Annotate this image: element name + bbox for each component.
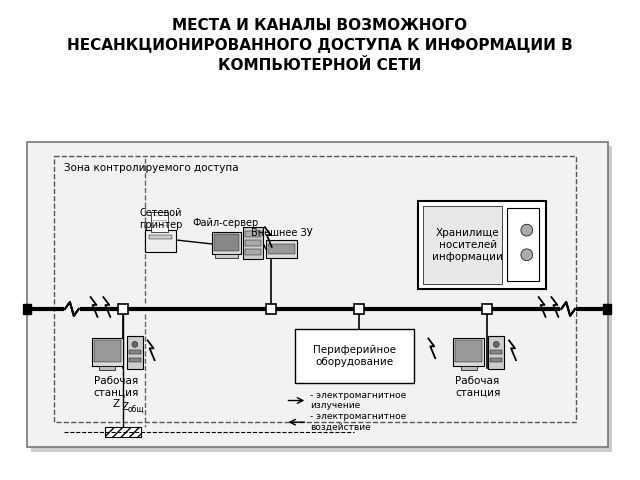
Bar <box>419 201 547 289</box>
Bar <box>245 231 261 237</box>
Bar <box>490 350 502 354</box>
Bar <box>129 358 141 362</box>
Bar <box>214 254 238 258</box>
Bar <box>266 304 276 314</box>
Bar <box>129 350 141 354</box>
Bar <box>106 427 141 437</box>
Bar <box>507 208 539 281</box>
Bar <box>150 213 168 232</box>
Text: Z: Z <box>121 402 128 412</box>
Circle shape <box>521 249 532 261</box>
Bar <box>461 366 477 370</box>
Bar <box>64 301 80 317</box>
Bar <box>483 304 492 314</box>
Bar <box>148 235 172 239</box>
Bar <box>355 304 364 314</box>
Bar <box>424 205 502 284</box>
Text: КОМПЬЮТЕРНОЙ СЕТИ: КОМПЬЮТЕРНОЙ СЕТИ <box>218 58 422 73</box>
Text: Рабочая
станция: Рабочая станция <box>455 376 500 397</box>
Bar <box>245 249 261 255</box>
Text: Хранилище
носителей
информации: Хранилище носителей информации <box>432 228 503 262</box>
Bar <box>266 240 298 258</box>
Bar <box>127 336 143 369</box>
Bar <box>22 304 31 314</box>
Bar <box>490 358 502 362</box>
Bar <box>93 340 121 362</box>
Bar <box>243 227 263 259</box>
Circle shape <box>493 341 499 348</box>
Bar <box>99 366 115 370</box>
Text: Рабочая
станция
Z: Рабочая станция Z <box>93 376 139 409</box>
Bar <box>54 156 576 422</box>
Text: Файл-сервер: Файл-сервер <box>193 218 259 228</box>
Bar <box>453 338 484 366</box>
Bar <box>118 304 128 314</box>
Bar <box>488 336 504 369</box>
Text: Внешнее ЗУ: Внешнее ЗУ <box>251 228 312 238</box>
Circle shape <box>521 224 532 236</box>
Bar <box>296 329 413 383</box>
Text: МЕСТА И КАНАЛЫ ВОЗМОЖНОГО: МЕСТА И КАНАЛЫ ВОЗМОЖНОГО <box>172 18 468 34</box>
Bar <box>145 230 176 252</box>
Text: - электромагнитное
воздействие: - электромагнитное воздействие <box>310 412 406 432</box>
Text: НЕСАНКЦИОНИРОВАННОГО ДОСТУПА К ИНФОРМАЦИИ В: НЕСАНКЦИОНИРОВАННОГО ДОСТУПА К ИНФОРМАЦИ… <box>67 38 573 53</box>
Bar <box>31 146 612 452</box>
Bar <box>92 338 123 366</box>
Bar <box>214 234 239 251</box>
Text: Периферийное
оборудование: Периферийное оборудование <box>313 345 396 367</box>
Bar <box>560 301 576 317</box>
Bar <box>603 304 611 314</box>
Text: общ: общ <box>128 406 145 415</box>
Bar <box>245 240 261 246</box>
Text: - электромагнитное
излучение: - электромагнитное излучение <box>310 391 406 410</box>
Text: Зона контролируемого доступа: Зона контролируемого доступа <box>64 163 239 173</box>
Text: Сетевой
принтер: Сетевой принтер <box>139 208 182 230</box>
Bar <box>455 340 483 362</box>
Bar <box>212 232 241 254</box>
Bar <box>26 142 607 447</box>
Bar <box>268 244 296 254</box>
Circle shape <box>132 341 138 348</box>
